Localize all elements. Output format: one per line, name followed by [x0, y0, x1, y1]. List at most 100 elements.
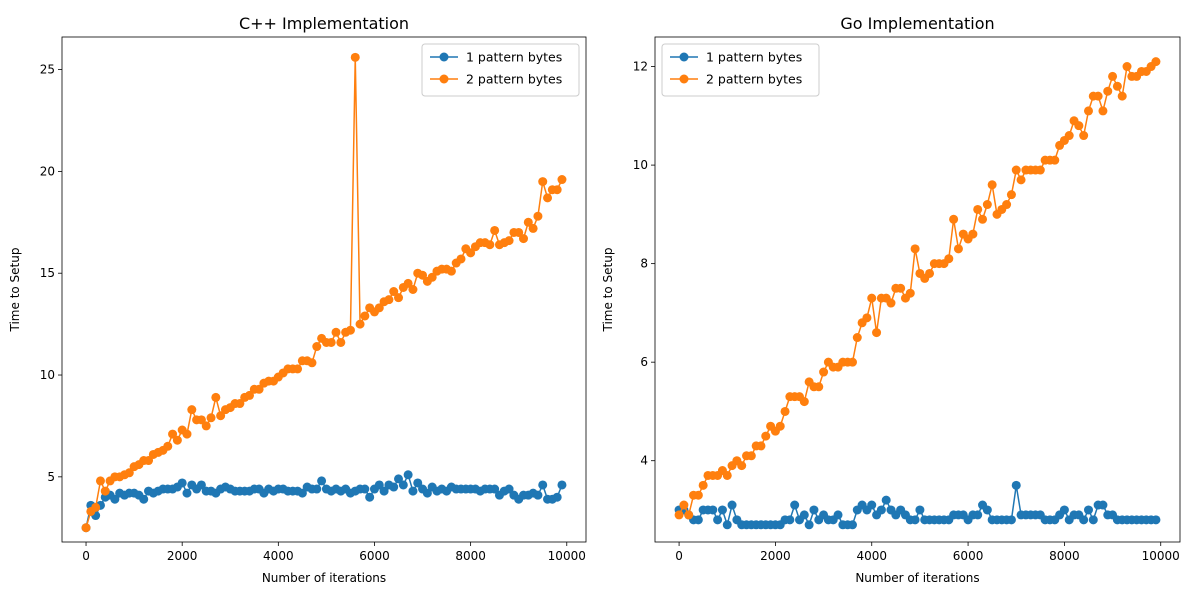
data-point [374, 480, 384, 490]
legend: 1 pattern bytes 2 pattern bytes [661, 43, 820, 97]
data-point [336, 337, 346, 347]
data-point [168, 429, 178, 439]
data-point [1122, 62, 1132, 72]
data-point [490, 484, 500, 494]
data-point [713, 515, 723, 525]
data-point [876, 505, 886, 515]
data-point [973, 510, 983, 520]
data-point [312, 484, 322, 494]
data-point [254, 384, 264, 394]
data-point [350, 52, 360, 62]
data-point [408, 486, 418, 496]
data-point [1006, 515, 1016, 525]
legend: 1 pattern bytes 2 pattern bytes [421, 43, 580, 97]
series-group [674, 57, 1161, 530]
legend-label: 1 pattern bytes [466, 50, 562, 65]
data-point [456, 254, 466, 264]
data-point [413, 478, 423, 488]
data-point [1103, 86, 1113, 96]
data-point [1016, 175, 1026, 185]
data-point [177, 478, 187, 488]
data-point [708, 505, 718, 515]
data-point [814, 382, 824, 392]
data-point [408, 285, 418, 294]
data-point [1074, 121, 1084, 131]
x-tick-label: 4000 [263, 549, 294, 563]
legend-swatch-marker [679, 52, 689, 62]
data-point [398, 480, 408, 490]
y-tick-label: 25 [40, 63, 55, 77]
data-point [1011, 480, 1021, 490]
data-point [331, 327, 341, 337]
data-point [394, 293, 404, 303]
data-point [910, 515, 920, 525]
x-tick-label: 2000 [760, 549, 791, 563]
axes-frame [61, 36, 587, 543]
data-point [847, 357, 857, 367]
data-point [196, 415, 206, 425]
y-tick-label: 15 [40, 266, 55, 280]
data-point [819, 367, 829, 377]
axes-frame [654, 36, 1181, 543]
data-point [910, 244, 920, 254]
x-tick-label: 6000 [359, 549, 390, 563]
data-point [1059, 505, 1069, 515]
y-axis-label: Time to Setup [601, 248, 615, 333]
go-chart-panel: Go Implementation 0 2000 4000 6000 8000 10000 4… [601, 14, 1181, 585]
data-point [110, 494, 120, 504]
data-point [722, 520, 732, 530]
data-point [81, 523, 91, 533]
data-point [1083, 505, 1093, 515]
data-point [1088, 515, 1098, 525]
data-point [144, 456, 154, 466]
data-point [833, 510, 843, 520]
data-point [504, 484, 514, 494]
data-point [968, 229, 978, 239]
data-point [100, 486, 110, 496]
data-point [201, 421, 211, 431]
data-point [182, 488, 192, 498]
data-point [418, 270, 428, 280]
data-point [533, 490, 543, 500]
legend-label: 1 pattern bytes [706, 50, 802, 65]
data-point [727, 500, 737, 510]
data-point [538, 480, 548, 490]
data-point [852, 333, 862, 343]
data-point [1064, 131, 1074, 141]
data-point [684, 510, 694, 520]
data-point [717, 505, 727, 515]
x-tick-label: 2000 [167, 549, 198, 563]
data-point [982, 505, 992, 515]
data-point [403, 470, 413, 480]
series-group [81, 52, 567, 533]
data-point [490, 225, 500, 235]
data-point [915, 505, 925, 515]
legend-label: 2 pattern bytes [466, 72, 562, 87]
x-tick-label: 4000 [856, 549, 887, 563]
chart-title: C++ Implementation [239, 14, 409, 33]
data-point [756, 441, 766, 451]
data-point [523, 217, 533, 227]
data-point [1151, 515, 1161, 525]
data-point [881, 495, 891, 505]
data-point [953, 244, 963, 254]
x-tick-label: 10000 [548, 549, 586, 563]
legend-swatch-marker [679, 74, 689, 84]
data-point [244, 390, 254, 400]
data-point [91, 502, 101, 512]
x-tick-label: 8000 [455, 549, 486, 563]
legend-swatch-marker [439, 74, 449, 84]
data-point [698, 480, 708, 490]
data-point [1108, 71, 1118, 81]
data-point [466, 248, 476, 258]
data-point [1079, 515, 1089, 525]
y-axis-label: Time to Setup [8, 248, 22, 333]
y-tick-label: 10 [633, 158, 648, 172]
data-point [326, 337, 336, 347]
data-point [365, 492, 375, 502]
legend-box [421, 43, 580, 97]
data-point [1117, 91, 1127, 101]
data-point [95, 476, 105, 486]
